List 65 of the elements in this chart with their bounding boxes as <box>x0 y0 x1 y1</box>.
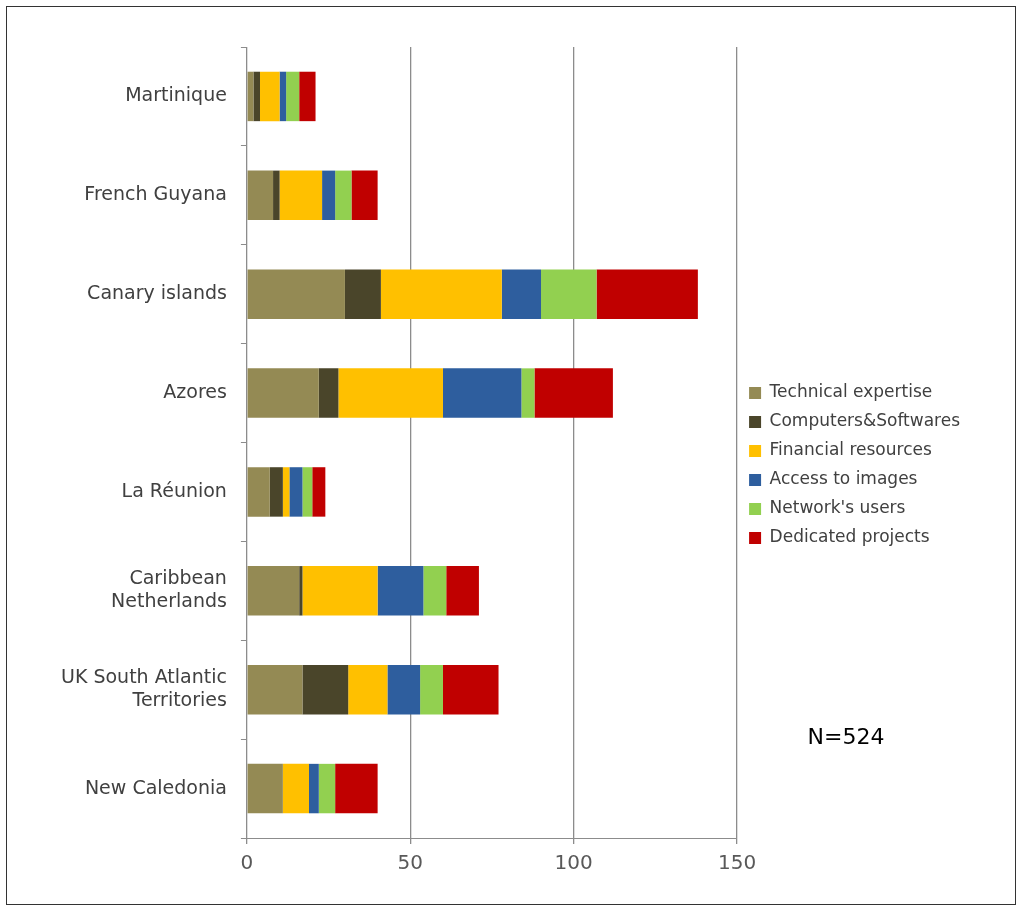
bar <box>247 467 270 517</box>
bar <box>442 664 499 715</box>
bar <box>302 566 378 616</box>
x-tick-label: 100 <box>554 850 593 875</box>
bar <box>289 467 303 517</box>
bar <box>247 664 303 715</box>
bar <box>309 763 319 814</box>
bar <box>351 170 378 221</box>
bar <box>335 170 352 221</box>
bar <box>521 368 535 418</box>
legend-label: Dedicated projects <box>769 526 930 547</box>
bar <box>344 269 381 319</box>
x-tick-label: 50 <box>397 850 424 875</box>
bar <box>282 763 309 814</box>
bar <box>442 368 522 418</box>
bar <box>247 368 319 418</box>
bar <box>534 368 613 418</box>
x-tick-label: 150 <box>717 850 757 875</box>
bar <box>259 71 280 122</box>
text: N=524 <box>807 723 885 749</box>
bar <box>282 467 290 517</box>
y-tick-label: Canary islands <box>87 281 227 304</box>
y-tick-label: Martinique <box>125 83 227 106</box>
bar <box>596 269 698 319</box>
bar <box>380 269 502 319</box>
bar <box>253 71 260 122</box>
bar <box>269 467 283 517</box>
y-tick-label: New Caledonia <box>84 775 227 798</box>
bar <box>279 71 287 122</box>
legend-label: Computers&Softwares <box>769 410 961 431</box>
bar <box>420 664 443 715</box>
bar <box>247 269 345 319</box>
y-tick-label: La Réunion <box>121 478 227 501</box>
bar <box>312 467 326 517</box>
bar <box>286 71 300 122</box>
bar <box>302 467 313 517</box>
legend-label: Access to images <box>769 468 918 489</box>
bar <box>446 566 479 616</box>
bar <box>335 763 378 814</box>
bar <box>338 368 443 418</box>
x-tick-label: 0 <box>240 850 254 875</box>
legend-label: Technical expertise <box>768 381 933 402</box>
bar <box>377 566 424 616</box>
legend-label: Network's users <box>769 497 906 518</box>
bar <box>279 170 323 221</box>
bar <box>299 71 316 122</box>
bar <box>423 566 447 616</box>
bar <box>299 566 303 616</box>
legend-label: Financial resources <box>769 439 932 460</box>
bar <box>247 170 274 221</box>
y-tick-label: Caribbean Netherlands <box>111 566 227 612</box>
bar <box>318 368 339 418</box>
bar <box>322 170 336 221</box>
bar <box>273 170 280 221</box>
bar <box>387 664 421 715</box>
bar <box>247 566 300 616</box>
y-tick-label: Azores <box>163 380 227 402</box>
bar <box>318 763 336 814</box>
y-tick-label: French Guyana <box>84 182 227 205</box>
bar <box>541 269 597 319</box>
bar <box>348 664 388 715</box>
bar <box>501 269 542 319</box>
bar <box>302 664 349 715</box>
bar <box>247 763 283 814</box>
y-tick-label: UK South Atlantic Territories <box>60 665 227 711</box>
